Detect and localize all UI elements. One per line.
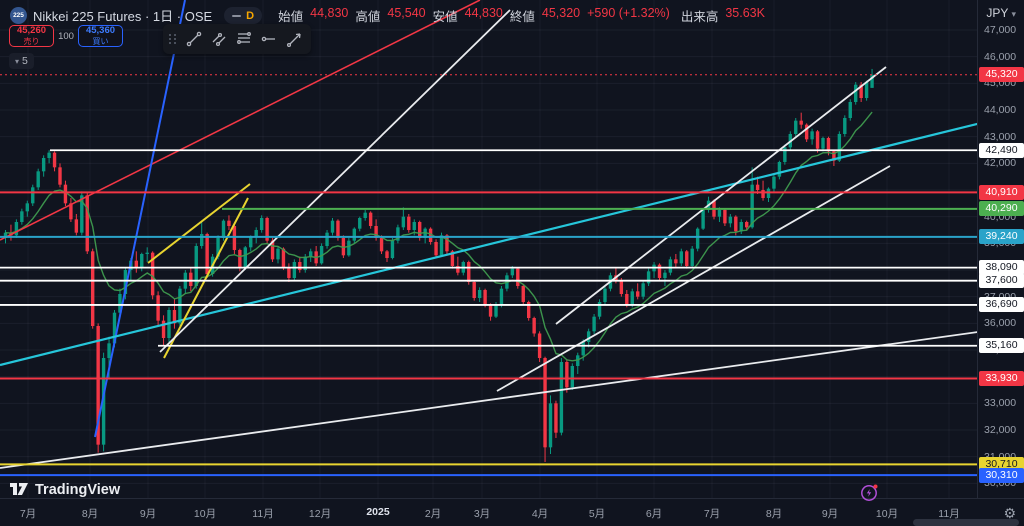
price-level-label: 36,690 bbox=[979, 297, 1024, 313]
trendline[interactable] bbox=[163, 197, 249, 359]
flash-icon[interactable] bbox=[860, 483, 879, 502]
time-axis-label: 10月 bbox=[193, 508, 217, 520]
price-level-label: 30,310 bbox=[979, 467, 1024, 483]
price-axis-label: 33,000 bbox=[984, 397, 1017, 410]
sell-button[interactable]: 45,260 売り bbox=[9, 25, 54, 47]
ohlc-value: 45,540 bbox=[387, 6, 426, 20]
volume-value: 35.63K bbox=[725, 6, 765, 20]
chevron-down-icon: ▾ bbox=[15, 56, 20, 66]
time-axis-label: 11月 bbox=[252, 508, 274, 520]
ohlc-label: 始値 bbox=[278, 10, 304, 24]
price-level-label: 39,240 bbox=[979, 229, 1024, 245]
price-axis-label: 42,000 bbox=[984, 157, 1017, 170]
price-levels-layer bbox=[0, 149, 977, 477]
candlestick-chart[interactable] bbox=[0, 0, 977, 498]
horizontal-ray-icon[interactable] bbox=[259, 27, 280, 51]
price-axis-label: 47,000 bbox=[984, 24, 1017, 36]
time-axis-label: 7月 bbox=[703, 508, 721, 520]
trendline[interactable] bbox=[94, 0, 186, 438]
time-axis-label: 8月 bbox=[81, 508, 99, 520]
drag-handle[interactable] bbox=[169, 34, 177, 44]
ohlc-value: 44,830 bbox=[464, 6, 503, 20]
price-level-label: 38,090 bbox=[979, 260, 1024, 276]
symbol-logo: 225 bbox=[10, 7, 27, 24]
ohlc-label: 安値 bbox=[432, 10, 458, 24]
time-axis-label: 12月 bbox=[308, 508, 332, 520]
time-axis-label: 5月 bbox=[588, 508, 606, 520]
candle-style-icon bbox=[232, 14, 242, 17]
price-level-label: 45,320 bbox=[979, 67, 1024, 83]
trendline[interactable] bbox=[496, 165, 891, 392]
fib-retracement-icon[interactable] bbox=[233, 27, 254, 51]
chevron-down-icon: ▾ bbox=[1011, 9, 1016, 19]
candles-layer bbox=[3, 68, 874, 462]
price-axis-label: 46,000 bbox=[984, 50, 1017, 63]
trend-line-icon[interactable] bbox=[183, 27, 204, 51]
time-axis-label: 6月 bbox=[645, 508, 663, 520]
spread-value: 100 bbox=[58, 30, 74, 42]
ohlc-label: 終値 bbox=[509, 10, 535, 24]
trade-panel: 45,260 売り 100 45,360 買い bbox=[9, 25, 123, 47]
price-axis-label: 32,000 bbox=[984, 424, 1017, 436]
ohlc-value: 44,830 bbox=[310, 6, 349, 20]
price-level-label: 40,910 bbox=[979, 184, 1024, 200]
time-axis-label: 8月 bbox=[765, 508, 783, 520]
drawing-toolbar[interactable] bbox=[163, 24, 311, 54]
price-level-label: 42,490 bbox=[979, 142, 1024, 158]
time-axis-label: 11月 bbox=[938, 508, 960, 520]
trendline[interactable] bbox=[0, 0, 481, 241]
indicators-collapse-chip[interactable]: ▾ 5 bbox=[9, 53, 34, 69]
time-axis-label: 9月 bbox=[139, 508, 157, 520]
price-axis-label: 44,000 bbox=[984, 104, 1017, 116]
tradingview-logo[interactable]: TradingView bbox=[10, 481, 120, 498]
trendlines-layer bbox=[0, 0, 977, 469]
price-level-label: 37,600 bbox=[979, 273, 1024, 289]
price-level-label: 33,930 bbox=[979, 371, 1024, 387]
time-axis-label: 2月 bbox=[424, 508, 442, 520]
buy-button[interactable]: 45,360 買い bbox=[78, 25, 123, 47]
change-value: +590 (+1.32%) bbox=[587, 6, 670, 20]
trendline[interactable] bbox=[0, 122, 977, 367]
trendline[interactable] bbox=[0, 331, 977, 469]
horizontal-scrollbar[interactable] bbox=[913, 519, 1019, 526]
time-axis-label: 7月 bbox=[19, 508, 37, 520]
currency-selector[interactable]: JPY ▾ bbox=[986, 6, 1016, 20]
gear-icon[interactable]: ⚙ bbox=[1003, 505, 1016, 521]
interval-daily-badge: D bbox=[246, 9, 255, 22]
price-axis-label: 43,000 bbox=[984, 130, 1017, 143]
tradingview-logo-icon bbox=[10, 483, 28, 495]
time-axis[interactable]: ⚙ 7月 8月 9月 10月 11月 12月 2025 2月 3月 4月 5月 6月 7月 8月 9月 10月… bbox=[0, 498, 1024, 526]
ohlc-value: 45,320 bbox=[541, 6, 581, 20]
time-axis-label: 9月 bbox=[821, 508, 839, 520]
ohlc-label: 高値 bbox=[355, 10, 381, 24]
arrow-line-icon[interactable] bbox=[284, 27, 305, 51]
price-axis[interactable]: 47,00046,00045,00044,00043,00042,00041,0… bbox=[977, 0, 1024, 498]
symbol-legend[interactable]: 225 Nikkei 225 Futures · 1日 · OSE D 始値 44… bbox=[10, 6, 765, 25]
volume-label: 出来高 bbox=[680, 10, 719, 24]
price-level-label: 40,290 bbox=[979, 201, 1024, 217]
time-axis-label: 2025 bbox=[366, 506, 390, 518]
time-axis-label: 3月 bbox=[473, 508, 491, 520]
time-axis-label: 4月 bbox=[531, 508, 549, 520]
ohlc-values: 始値 44,830 高値 45,540 安値 44,830 終値 45,320 +590 (+1… bbox=[278, 6, 765, 25]
trendline[interactable] bbox=[555, 66, 887, 325]
parallel-channel-icon[interactable] bbox=[208, 27, 229, 51]
symbol-title[interactable]: Nikkei 225 Futures · 1日 · OSE bbox=[33, 9, 213, 24]
interval-pill[interactable]: D bbox=[224, 7, 263, 24]
trendline[interactable] bbox=[147, 183, 251, 264]
price-level-label: 35,160 bbox=[979, 338, 1024, 354]
time-axis-label: 10月 bbox=[875, 508, 899, 520]
trendline[interactable] bbox=[159, 9, 511, 353]
price-axis-label: 36,000 bbox=[984, 317, 1017, 330]
